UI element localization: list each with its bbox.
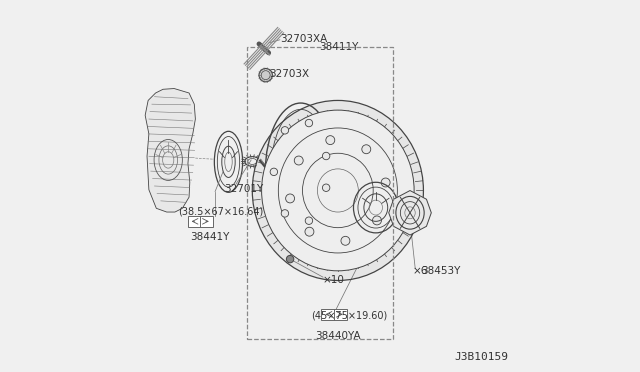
Circle shape [286, 256, 294, 263]
Circle shape [305, 227, 314, 236]
Polygon shape [145, 89, 195, 212]
Text: (45×75×19.60): (45×75×19.60) [310, 311, 387, 320]
Text: 38453Y: 38453Y [421, 266, 461, 276]
Text: ×6: ×6 [413, 266, 428, 276]
Text: 38440YA: 38440YA [315, 331, 361, 341]
Bar [248, 46, 392, 339]
Circle shape [294, 156, 303, 165]
Circle shape [305, 119, 313, 127]
Text: (38.5×67×16.64): (38.5×67×16.64) [178, 206, 263, 216]
Text: 32701Y: 32701Y [225, 184, 264, 194]
Text: 38441Y: 38441Y [190, 232, 229, 242]
Circle shape [381, 178, 390, 187]
Circle shape [305, 217, 313, 224]
Ellipse shape [253, 101, 422, 280]
Circle shape [323, 152, 330, 160]
Text: 32703XA: 32703XA [280, 34, 327, 44]
Circle shape [270, 168, 278, 176]
Circle shape [281, 126, 289, 134]
Circle shape [372, 216, 381, 225]
Circle shape [362, 145, 371, 154]
Text: 38411Y: 38411Y [319, 42, 358, 51]
Ellipse shape [262, 110, 414, 271]
Circle shape [341, 236, 350, 245]
Bar [188, 216, 213, 227]
Circle shape [285, 194, 294, 203]
Bar [321, 309, 347, 320]
Text: J3B10159: J3B10159 [454, 352, 509, 362]
Circle shape [259, 68, 273, 82]
Text: 32703X: 32703X [269, 70, 310, 79]
Circle shape [323, 184, 330, 192]
Polygon shape [388, 190, 431, 235]
Circle shape [326, 136, 335, 145]
Circle shape [281, 210, 289, 217]
Text: ×10: ×10 [323, 275, 345, 285]
